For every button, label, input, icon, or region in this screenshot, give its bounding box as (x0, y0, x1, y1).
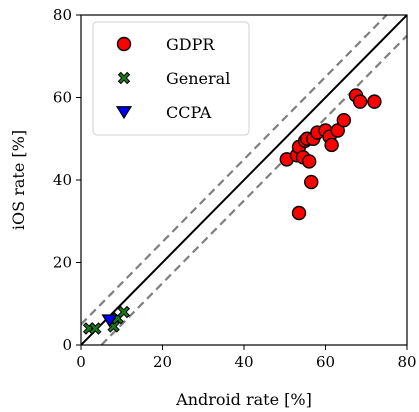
gdpr-point (302, 154, 317, 169)
tolerance-line (100, 34, 407, 345)
y-tick-label: 20 (53, 254, 72, 272)
identity-line (81, 15, 407, 345)
x-tick-label: 60 (316, 353, 335, 371)
y-axis-label: iOS rate [%] (9, 130, 28, 230)
y-tick-label: 0 (62, 336, 72, 354)
gdpr-point (330, 123, 345, 138)
x-tick-label: 40 (234, 353, 253, 371)
y-tick-label: 60 (53, 89, 72, 107)
general-point (117, 305, 130, 319)
reference-lines (81, 15, 407, 345)
y-tick-label: 40 (53, 171, 72, 189)
legend-box (92, 21, 250, 136)
x-tick-label: 80 (397, 353, 416, 371)
ccpa-legend-marker (115, 106, 133, 120)
general-point (89, 322, 102, 335)
gdpr-legend-label: GDPR (166, 35, 215, 54)
y-axis-ticks: 0 20 40 60 80 (53, 6, 81, 354)
legend: GDPR General CCPA (92, 21, 250, 136)
gdpr-point (324, 137, 339, 153)
general-legend-label: General (166, 69, 230, 88)
gdpr-legend-marker (116, 36, 132, 52)
x-tick-label: 20 (153, 353, 172, 371)
gdpr-point (336, 112, 352, 128)
y-tick-label: 80 (53, 6, 72, 24)
x-axis-label: Android rate [%] (175, 390, 312, 409)
ccpa-point (101, 314, 118, 328)
x-axis-ticks: 0 20 40 60 80 (76, 345, 417, 371)
general-legend-marker (117, 71, 131, 85)
gdpr-point (352, 94, 368, 109)
gdpr-point (291, 205, 307, 221)
gdpr-point (304, 174, 319, 190)
x-tick-label: 0 (76, 353, 86, 371)
gdpr-point (367, 94, 382, 109)
ccpa-legend-label: CCPA (166, 103, 212, 122)
tolerance-line (81, 15, 388, 326)
data-points (82, 88, 382, 335)
